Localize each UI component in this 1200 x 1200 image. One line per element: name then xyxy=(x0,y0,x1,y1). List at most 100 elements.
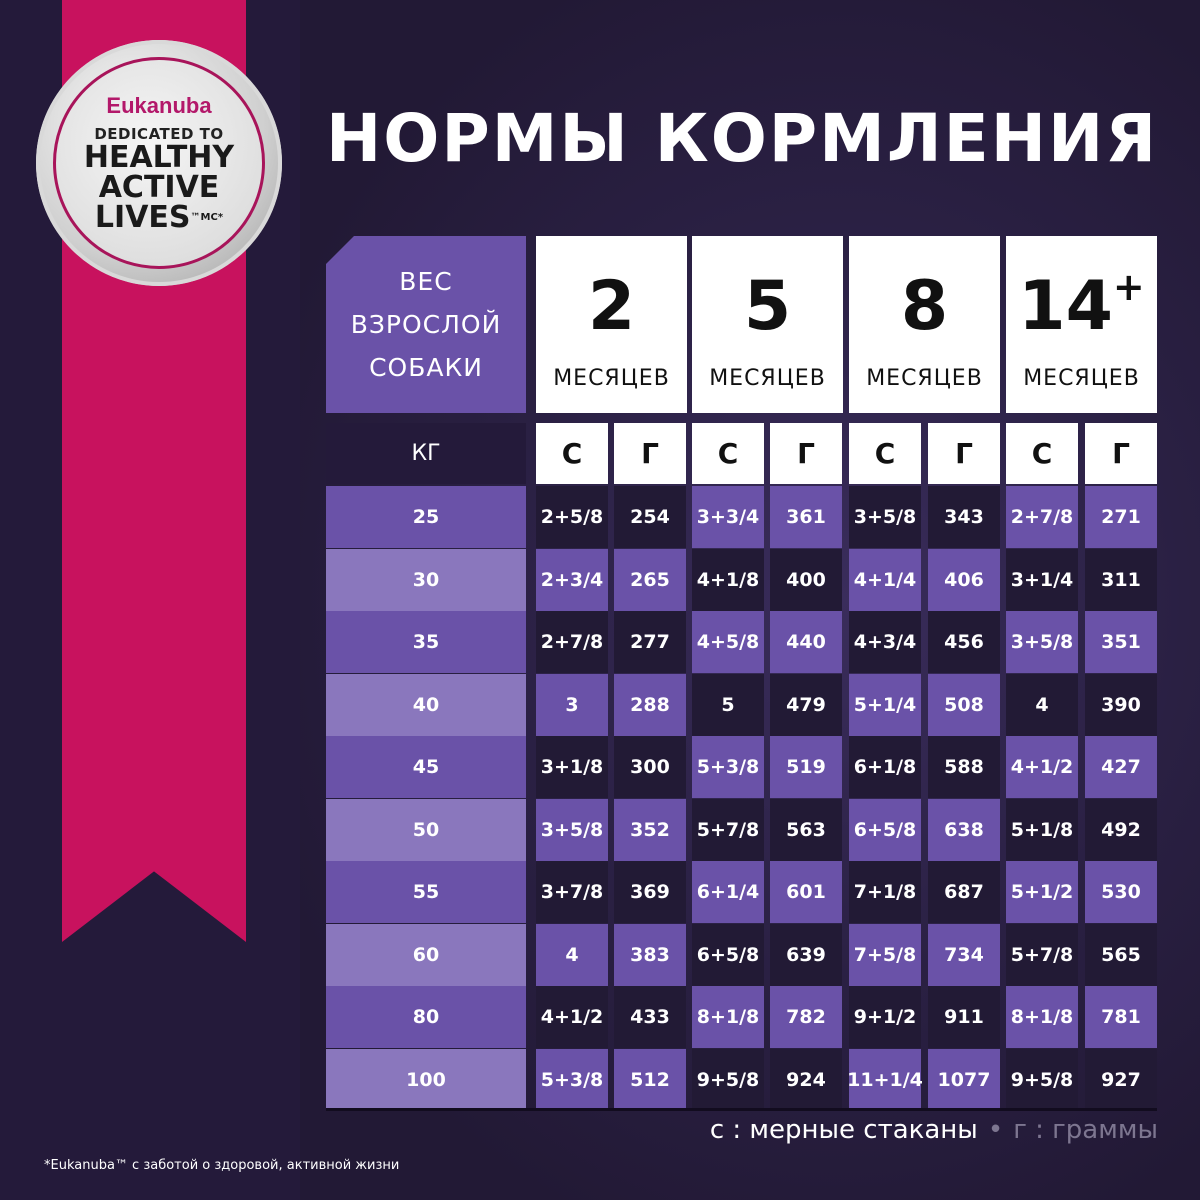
grams-cell: 1077 xyxy=(928,1048,1000,1111)
grams-cell: 343 xyxy=(928,486,1000,548)
grams-cell: 406 xyxy=(928,548,1000,611)
age-number: 5 xyxy=(743,267,792,346)
grams-cell: 277 xyxy=(614,611,686,673)
grams-cell: 265 xyxy=(614,548,686,611)
grams-cell: 781 xyxy=(1085,986,1157,1048)
weight-header-line: СОБАКИ xyxy=(369,353,483,382)
grams-cell: 361 xyxy=(770,486,842,548)
cups-cell: 2+3/4 xyxy=(536,548,608,611)
age-label: МЕСЯЦЕВ xyxy=(709,366,826,391)
grams-cell: 927 xyxy=(1085,1048,1157,1111)
cups-cell: 8+1/8 xyxy=(692,986,764,1048)
grams-cell: 601 xyxy=(770,861,842,923)
cups-cell: 7+5/8 xyxy=(849,923,921,986)
grams-cell: 254 xyxy=(614,486,686,548)
grams-cell: 563 xyxy=(770,798,842,861)
age-header-14: 14+ МЕСЯЦЕВ xyxy=(1006,236,1157,413)
cups-cell: 5+7/8 xyxy=(1006,923,1078,986)
grams-cell: 390 xyxy=(1085,673,1157,736)
subcolumn-grams: Г xyxy=(770,423,842,484)
eukanuba-logo: Eukanuba DEDICATED TO HEALTHY ACTIVE LIV… xyxy=(36,40,282,286)
cups-cell: 3+1/8 xyxy=(536,736,608,798)
cups-cell: 5+3/8 xyxy=(692,736,764,798)
cups-cell: 4 xyxy=(1006,673,1078,736)
subcolumn-cups: С xyxy=(692,423,764,484)
cups-cell: 6+1/4 xyxy=(692,861,764,923)
weight-header: ВЕС ВЗРОСЛОЙ СОБАКИ xyxy=(326,236,526,413)
cups-cell: 8+1/8 xyxy=(1006,986,1078,1048)
grams-cell: 734 xyxy=(928,923,1000,986)
cups-cell: 4+1/4 xyxy=(849,548,921,611)
cups-cell: 2+7/8 xyxy=(1006,486,1078,548)
age-label: МЕСЯЦЕВ xyxy=(866,366,983,391)
cups-cell: 5+1/2 xyxy=(1006,861,1078,923)
grams-cell: 383 xyxy=(614,923,686,986)
grams-cell: 311 xyxy=(1085,548,1157,611)
age-header-2: 2 МЕСЯЦЕВ xyxy=(536,236,687,413)
weight-header-line: ВЕС xyxy=(399,267,453,296)
grams-cell: 512 xyxy=(614,1048,686,1111)
cups-cell: 4+1/8 xyxy=(692,548,764,611)
age-label: МЕСЯЦЕВ xyxy=(553,366,670,391)
cups-cell: 9+5/8 xyxy=(1006,1048,1078,1111)
subcolumn-cups: С xyxy=(1006,423,1078,484)
legend: с : мерные стаканы • г : граммы xyxy=(710,1115,1158,1145)
weight-header-line: ВЗРОСЛОЙ xyxy=(350,310,502,339)
grams-cell: 351 xyxy=(1085,611,1157,673)
legend-cups: с : мерные стаканы xyxy=(709,1115,978,1145)
weight-cell: 60 xyxy=(326,923,526,986)
cups-cell: 3+1/4 xyxy=(1006,548,1078,611)
grams-cell: 530 xyxy=(1085,861,1157,923)
grams-cell: 271 xyxy=(1085,486,1157,548)
cups-cell: 2+7/8 xyxy=(536,611,608,673)
grams-cell: 638 xyxy=(928,798,1000,861)
subcolumn-grams: Г xyxy=(1085,423,1157,484)
cups-cell: 3 xyxy=(536,673,608,736)
grams-cell: 369 xyxy=(614,861,686,923)
subcolumn-cups: С xyxy=(536,423,608,484)
cups-cell: 4+3/4 xyxy=(849,611,921,673)
age-number: 14+ xyxy=(1018,265,1145,346)
cups-cell: 4+1/2 xyxy=(536,986,608,1048)
grams-cell: 508 xyxy=(928,673,1000,736)
cups-cell: 5+7/8 xyxy=(692,798,764,861)
cups-cell: 3+7/8 xyxy=(536,861,608,923)
grams-cell: 492 xyxy=(1085,798,1157,861)
weight-cell: 80 xyxy=(326,986,526,1048)
grams-cell: 433 xyxy=(614,986,686,1048)
legend-separator: • xyxy=(987,1115,1004,1145)
age-header-5: 5 МЕСЯЦЕВ xyxy=(692,236,843,413)
logo-lives: LIVES™MC* xyxy=(94,200,224,235)
weight-cell: 45 xyxy=(326,736,526,798)
weight-cell: 25 xyxy=(326,486,526,548)
cups-cell: 6+1/8 xyxy=(849,736,921,798)
footnote: *Eukanuba™ с заботой о здоровой, активно… xyxy=(44,1158,400,1173)
subcolumn-cups: С xyxy=(849,423,921,484)
cups-cell: 2+5/8 xyxy=(536,486,608,548)
grams-cell: 588 xyxy=(928,736,1000,798)
cups-cell: 4 xyxy=(536,923,608,986)
cups-cell: 5+1/8 xyxy=(1006,798,1078,861)
weight-cell: 30 xyxy=(326,548,526,611)
subcolumn-grams: Г xyxy=(614,423,686,484)
age-label: МЕСЯЦЕВ xyxy=(1023,366,1140,391)
logo-tagline: DEDICATED TO xyxy=(94,125,224,143)
grams-cell: 288 xyxy=(614,673,686,736)
grams-cell: 479 xyxy=(770,673,842,736)
age-number: 8 xyxy=(900,267,949,346)
subcolumn-grams: Г xyxy=(928,423,1000,484)
cups-cell: 5 xyxy=(692,673,764,736)
legend-grams: г : граммы xyxy=(1013,1115,1158,1145)
cups-cell: 3+5/8 xyxy=(1006,611,1078,673)
cups-cell: 9+1/2 xyxy=(849,986,921,1048)
weight-cell: 50 xyxy=(326,798,526,861)
grams-cell: 782 xyxy=(770,986,842,1048)
cups-cell: 4+5/8 xyxy=(692,611,764,673)
cups-cell: 5+1/4 xyxy=(849,673,921,736)
cups-cell: 4+1/2 xyxy=(1006,736,1078,798)
page-title: НОРМЫ КОРМЛЕНИЯ xyxy=(326,100,1159,177)
age-header-8: 8 МЕСЯЦЕВ xyxy=(849,236,1000,413)
logo-brand: Eukanuba xyxy=(106,93,212,118)
grams-cell: 924 xyxy=(770,1048,842,1111)
cups-cell: 5+3/8 xyxy=(536,1048,608,1111)
